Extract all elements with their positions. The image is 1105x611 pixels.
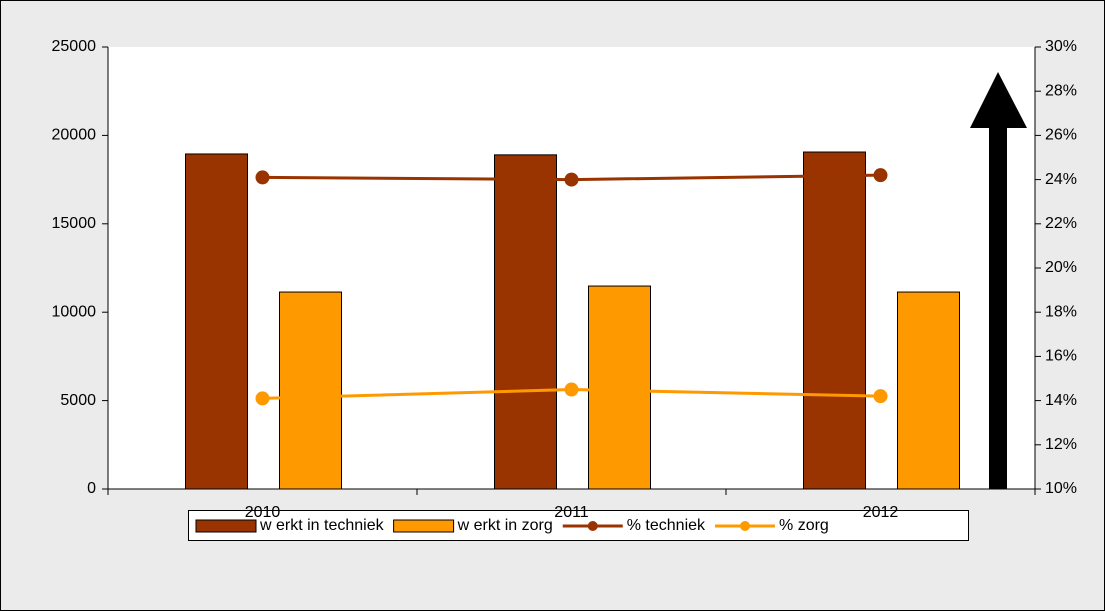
legend-swatch [393, 519, 455, 533]
y2-tick-label: 28% [1045, 82, 1077, 99]
bar [803, 151, 866, 490]
y2-tick-label: 18% [1045, 303, 1077, 320]
y-tick-label: 20000 [52, 127, 97, 144]
legend-label: % techniek [627, 517, 706, 534]
y2-tick-label: 10% [1045, 480, 1077, 497]
line-point [255, 170, 270, 185]
y2-tick-label: 30% [1045, 38, 1077, 55]
line-point [564, 382, 579, 397]
bar [185, 153, 248, 490]
y-tick-label: 10000 [52, 303, 97, 320]
legend-label: w erkt in zorg [457, 517, 553, 534]
line-point [873, 389, 888, 404]
legend-label: % zorg [779, 517, 829, 534]
arrow-head [970, 72, 1027, 128]
line-point [564, 172, 579, 187]
y2-tick-label: 20% [1045, 259, 1077, 276]
plot-area [108, 47, 1035, 489]
arrow-shaft [989, 126, 1007, 489]
legend-label: w erkt in techniek [259, 517, 385, 534]
y-tick-label: 0 [87, 480, 96, 497]
legend-swatch [740, 521, 751, 531]
bar [897, 291, 960, 490]
x-tick-label: 2010 [245, 504, 281, 521]
x-tick-label: 2011 [554, 504, 589, 521]
y2-tick-label: 22% [1045, 215, 1077, 232]
bar [494, 154, 557, 490]
line-point [255, 391, 270, 406]
legend-swatch [195, 519, 257, 533]
x-tick-label: 2012 [863, 504, 899, 521]
y2-tick-label: 12% [1045, 436, 1077, 453]
bar [279, 291, 342, 490]
y2-tick-label: 24% [1045, 171, 1077, 188]
y2-tick-label: 16% [1045, 348, 1077, 365]
y2-tick-label: 14% [1045, 392, 1077, 409]
bar [588, 285, 651, 490]
y2-tick-label: 26% [1045, 127, 1077, 144]
y-tick-label: 5000 [60, 392, 96, 409]
legend-swatch [587, 521, 598, 531]
y-tick-label: 25000 [52, 38, 97, 55]
y-tick-label: 15000 [52, 215, 97, 232]
line-point [873, 168, 888, 183]
